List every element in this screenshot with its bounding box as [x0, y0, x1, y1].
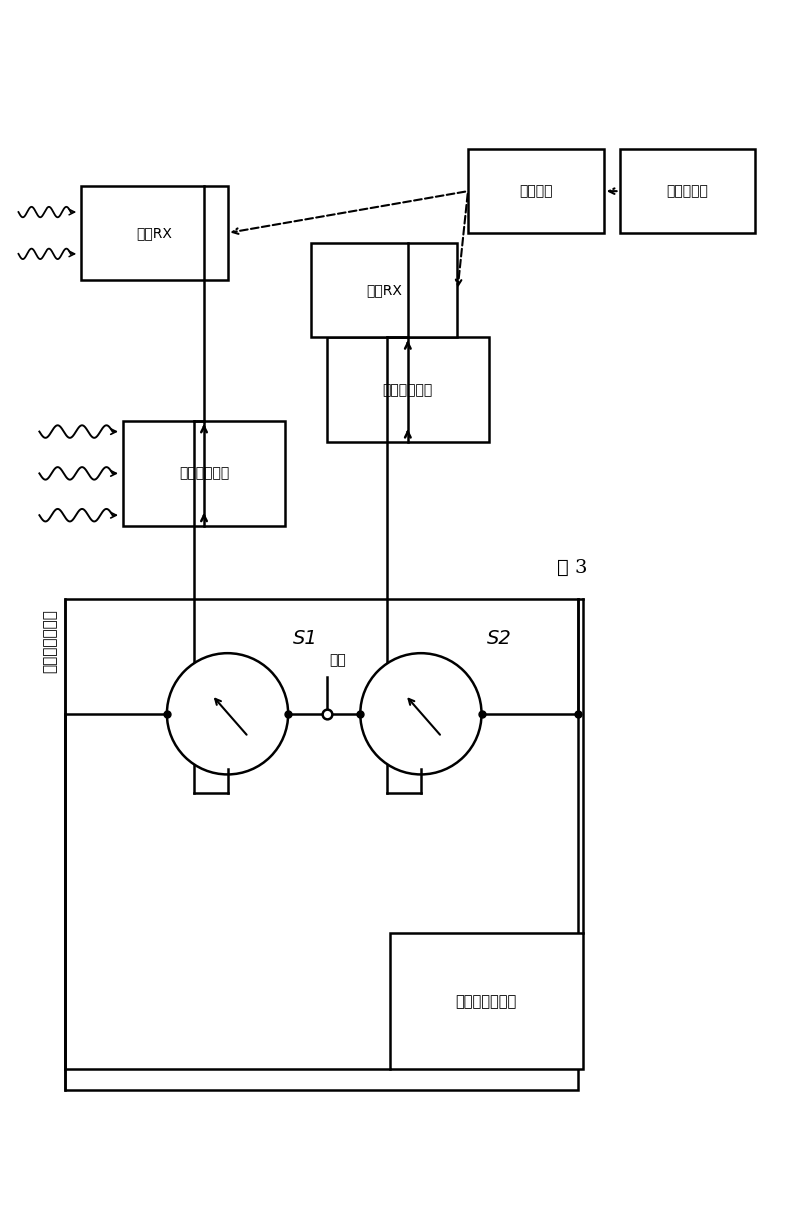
Text: S2: S2 [486, 629, 511, 648]
Text: 电压源或电流源: 电压源或电流源 [456, 994, 517, 1009]
Text: 图 3: 图 3 [557, 558, 587, 576]
Text: S1: S1 [294, 629, 318, 648]
Bar [311, 243, 458, 338]
Text: 电磁干扰敏感度: 电磁干扰敏感度 [42, 608, 58, 672]
Bar [390, 933, 583, 1069]
Bar [123, 422, 285, 526]
Text: 光学RX: 光学RX [137, 226, 172, 240]
Text: 低端门驱动器: 低端门驱动器 [382, 382, 433, 397]
Text: 高端门驱动器: 高端门驱动器 [179, 466, 229, 481]
Text: 光学RX: 光学RX [366, 284, 402, 297]
Bar [619, 150, 755, 234]
Circle shape [360, 653, 482, 774]
Text: 系统控制器: 系统控制器 [666, 184, 709, 198]
Bar [468, 150, 604, 234]
Text: 光传输器: 光传输器 [519, 184, 553, 198]
Bar [81, 186, 227, 280]
Bar [66, 599, 578, 1090]
Bar [327, 338, 489, 442]
Circle shape [167, 653, 288, 774]
Text: 负载: 负载 [329, 653, 346, 667]
